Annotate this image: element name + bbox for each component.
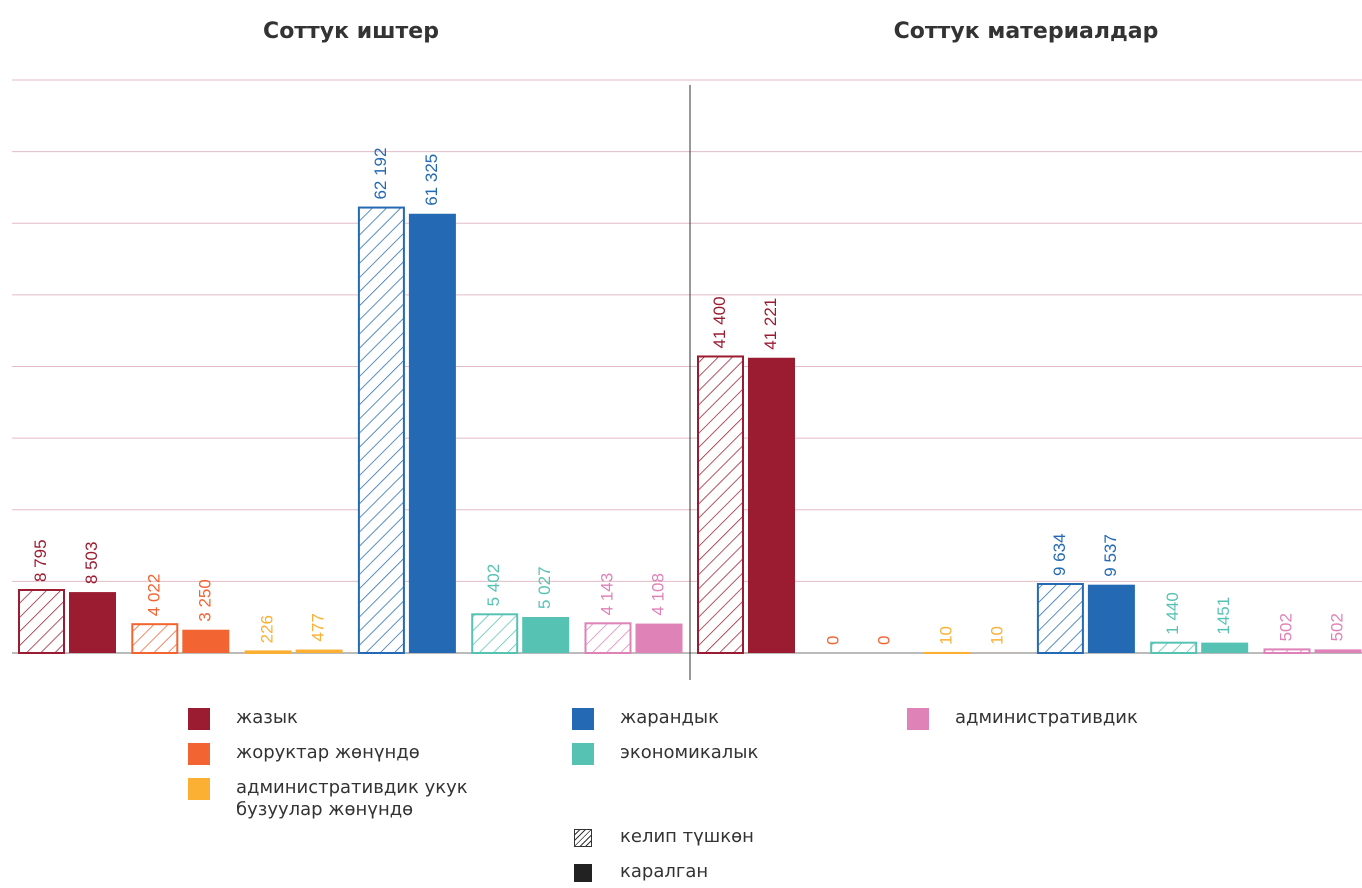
value-label: 477 [309,613,328,641]
bar [69,592,116,653]
legend-label: экономикалык [620,742,759,763]
legend-label: каралган [620,861,709,882]
legend-swatch [907,708,929,730]
value-label: 8 795 [31,539,50,582]
value-label: 62 192 [371,148,390,200]
legend-swatch [572,743,594,765]
value-label: 1 440 [1163,592,1182,635]
value-label: 0 [823,636,842,645]
legend-label: жарандык [620,707,719,728]
value-label: 5 027 [535,566,554,609]
value-label: 10 [988,626,1007,645]
legend-label: келип түшкөн [620,826,754,847]
legend-swatch [572,708,594,730]
bar [522,616,570,653]
bar [1087,584,1135,653]
bar [1263,648,1311,654]
chart: Соттук иштер 8 795 4 022 226 62 192 5 402 4 14… [12,19,1362,680]
legend-swatch [188,778,210,800]
bar [1201,642,1249,653]
bar [295,649,343,653]
value-label: 9 537 [1101,534,1120,577]
legend-label: жазык [236,707,298,728]
bar [1314,649,1362,653]
value-label: 4 143 [597,573,616,616]
bar [131,623,179,655]
value-label: 9 634 [1050,533,1069,576]
legend-swatch [188,743,210,765]
value-label: 226 [258,615,277,643]
value-label: 0 [874,636,893,645]
value-label: 4 108 [648,573,667,616]
bar [1036,582,1084,654]
value-label: 3 250 [195,579,214,622]
bar [408,213,456,653]
value-label: 8 503 [82,542,101,585]
value-label: 61 325 [422,154,441,206]
legend-label: административдик укук бузуулар жөнүндө [236,777,468,820]
bar [1150,641,1198,654]
chart-title: Соттук иштер [263,19,439,44]
bar [635,623,683,653]
legend-label: административдик [955,707,1138,728]
legend-swatch [574,829,592,847]
chart-title: Соттук материалдар [894,19,1159,44]
value-label: 41 221 [761,298,780,350]
bar [18,589,65,654]
legend-label: жоруктар жөнүндө [236,742,420,763]
bar [471,613,519,654]
value-label: 5 402 [484,564,503,607]
legend-swatch [574,864,592,882]
bar [244,650,292,655]
bar [697,355,744,654]
value-label: 502 [1276,613,1295,641]
bar [182,629,230,653]
value-label: 10 [937,626,956,645]
value-label: 1451 [1214,597,1233,635]
value-label: 502 [1327,613,1346,641]
value-label: 4 022 [144,574,163,617]
bar [748,357,795,653]
legend-swatch [188,708,210,730]
value-label: 41 400 [710,296,729,348]
bar [584,622,632,654]
bar [357,206,405,654]
